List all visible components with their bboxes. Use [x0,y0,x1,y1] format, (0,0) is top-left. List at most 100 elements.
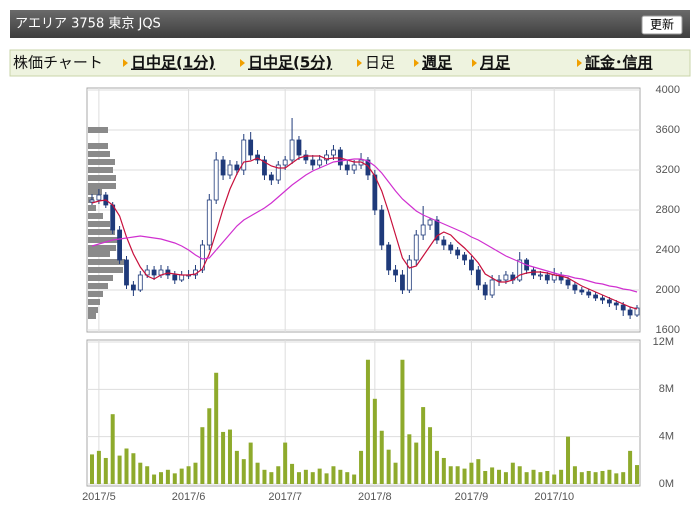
y-tick-label: 0M [659,478,674,490]
price-volume-bar [88,213,103,219]
candle-body [441,239,447,246]
volume-bar [345,472,350,484]
volume-bar [145,466,150,484]
price-volume-bar [88,221,110,227]
x-tick-label: 2017/7 [268,491,302,503]
nav-label: 株価チャート [13,54,103,72]
y-tick-label: 3600 [656,124,680,136]
volume-bar [317,468,322,484]
candle-body [420,224,426,236]
candle-body [282,159,288,166]
price-volume-bar [88,175,116,181]
volume-bar [165,469,170,484]
x-tick-label: 2017/10 [534,491,574,503]
nav-item[interactable]: 日中足(1分) [131,54,215,72]
nav-item[interactable]: 週足 [422,54,453,72]
volume-bar [241,459,246,484]
volume-bar [400,359,405,484]
candle-body [268,174,274,181]
candle-body [96,194,102,201]
volume-bar [559,469,564,484]
volume-bar [227,429,232,484]
volume-bar [221,431,226,484]
candle-body [469,259,474,271]
candle-body [317,159,323,166]
candle-body [489,279,495,296]
candle-body [137,274,143,291]
volume-bar [490,467,495,484]
volume-bar [428,427,433,484]
volume-bar [372,398,377,484]
volume-bar [193,462,198,484]
volume-bar [207,408,212,484]
candle-body [351,164,357,171]
candle-body [538,274,543,277]
volume-bar [524,472,529,484]
volume-bar [628,450,633,484]
y-tick-label: 2800 [656,204,680,216]
volume-bar [386,449,391,484]
nav-arrow [240,59,245,67]
volume-bar [635,465,639,484]
nav-arrow [414,59,419,67]
volume-bar [365,359,370,484]
volume-bar [338,469,343,484]
volume-bar [90,454,94,484]
volume-bar [296,472,301,484]
price-volume-bar [88,291,103,297]
volume-bar [607,469,612,484]
nav-item[interactable]: 証金･信用 [585,54,653,72]
candle-body [241,139,247,171]
candle-body [331,149,336,156]
price-volume-bar [88,313,96,319]
candle-body [89,199,95,203]
candle-body [289,139,295,161]
price-volume-bar [88,299,100,305]
nav-item[interactable]: 日中足(5分) [248,54,332,72]
volume-bar [497,469,502,484]
candle-body [365,159,371,176]
candle-body [344,164,350,171]
candle-body [130,284,136,291]
candle-body [117,229,122,261]
volume-bar [531,469,536,484]
candle-body [262,159,267,176]
candle-body [227,164,233,176]
volume-bar [352,474,357,484]
refresh-button[interactable] [641,15,683,35]
volume-bar [503,472,508,484]
volume-bar [255,462,260,484]
volume-bar [552,474,557,484]
volume-bar [538,472,543,484]
volume-bar [441,457,446,484]
x-tick-label: 2017/9 [455,491,489,503]
volume-bar [566,436,571,484]
refresh-label[interactable]: 更新 [650,17,674,32]
y-tick-label: 4000 [656,84,680,96]
volume-bar [621,472,626,484]
candle-body [475,269,481,286]
volume-bar [455,466,460,484]
volume-bar [131,453,136,484]
y-tick-label: 3200 [656,164,680,176]
volume-bar [269,472,274,484]
nav-arrow [123,59,128,67]
candle-body [296,139,302,156]
candle-body [220,159,226,176]
volume-bar [110,414,115,484]
nav-item[interactable]: 月足 [479,54,511,72]
volume-bar [234,450,239,484]
price-volume-bar [88,167,113,173]
y-tick-label: 4M [659,431,674,443]
candle-body [434,219,440,241]
y-tick-label: 1600 [656,324,680,336]
candle-body [627,309,633,316]
volume-bar [469,462,474,484]
volume-bar [331,466,336,484]
volume-bar [579,472,584,484]
y-tick-label: 12M [653,336,674,348]
price-volume-bar [88,189,102,195]
candle-body [634,307,640,316]
price-volume-bar [88,143,108,149]
